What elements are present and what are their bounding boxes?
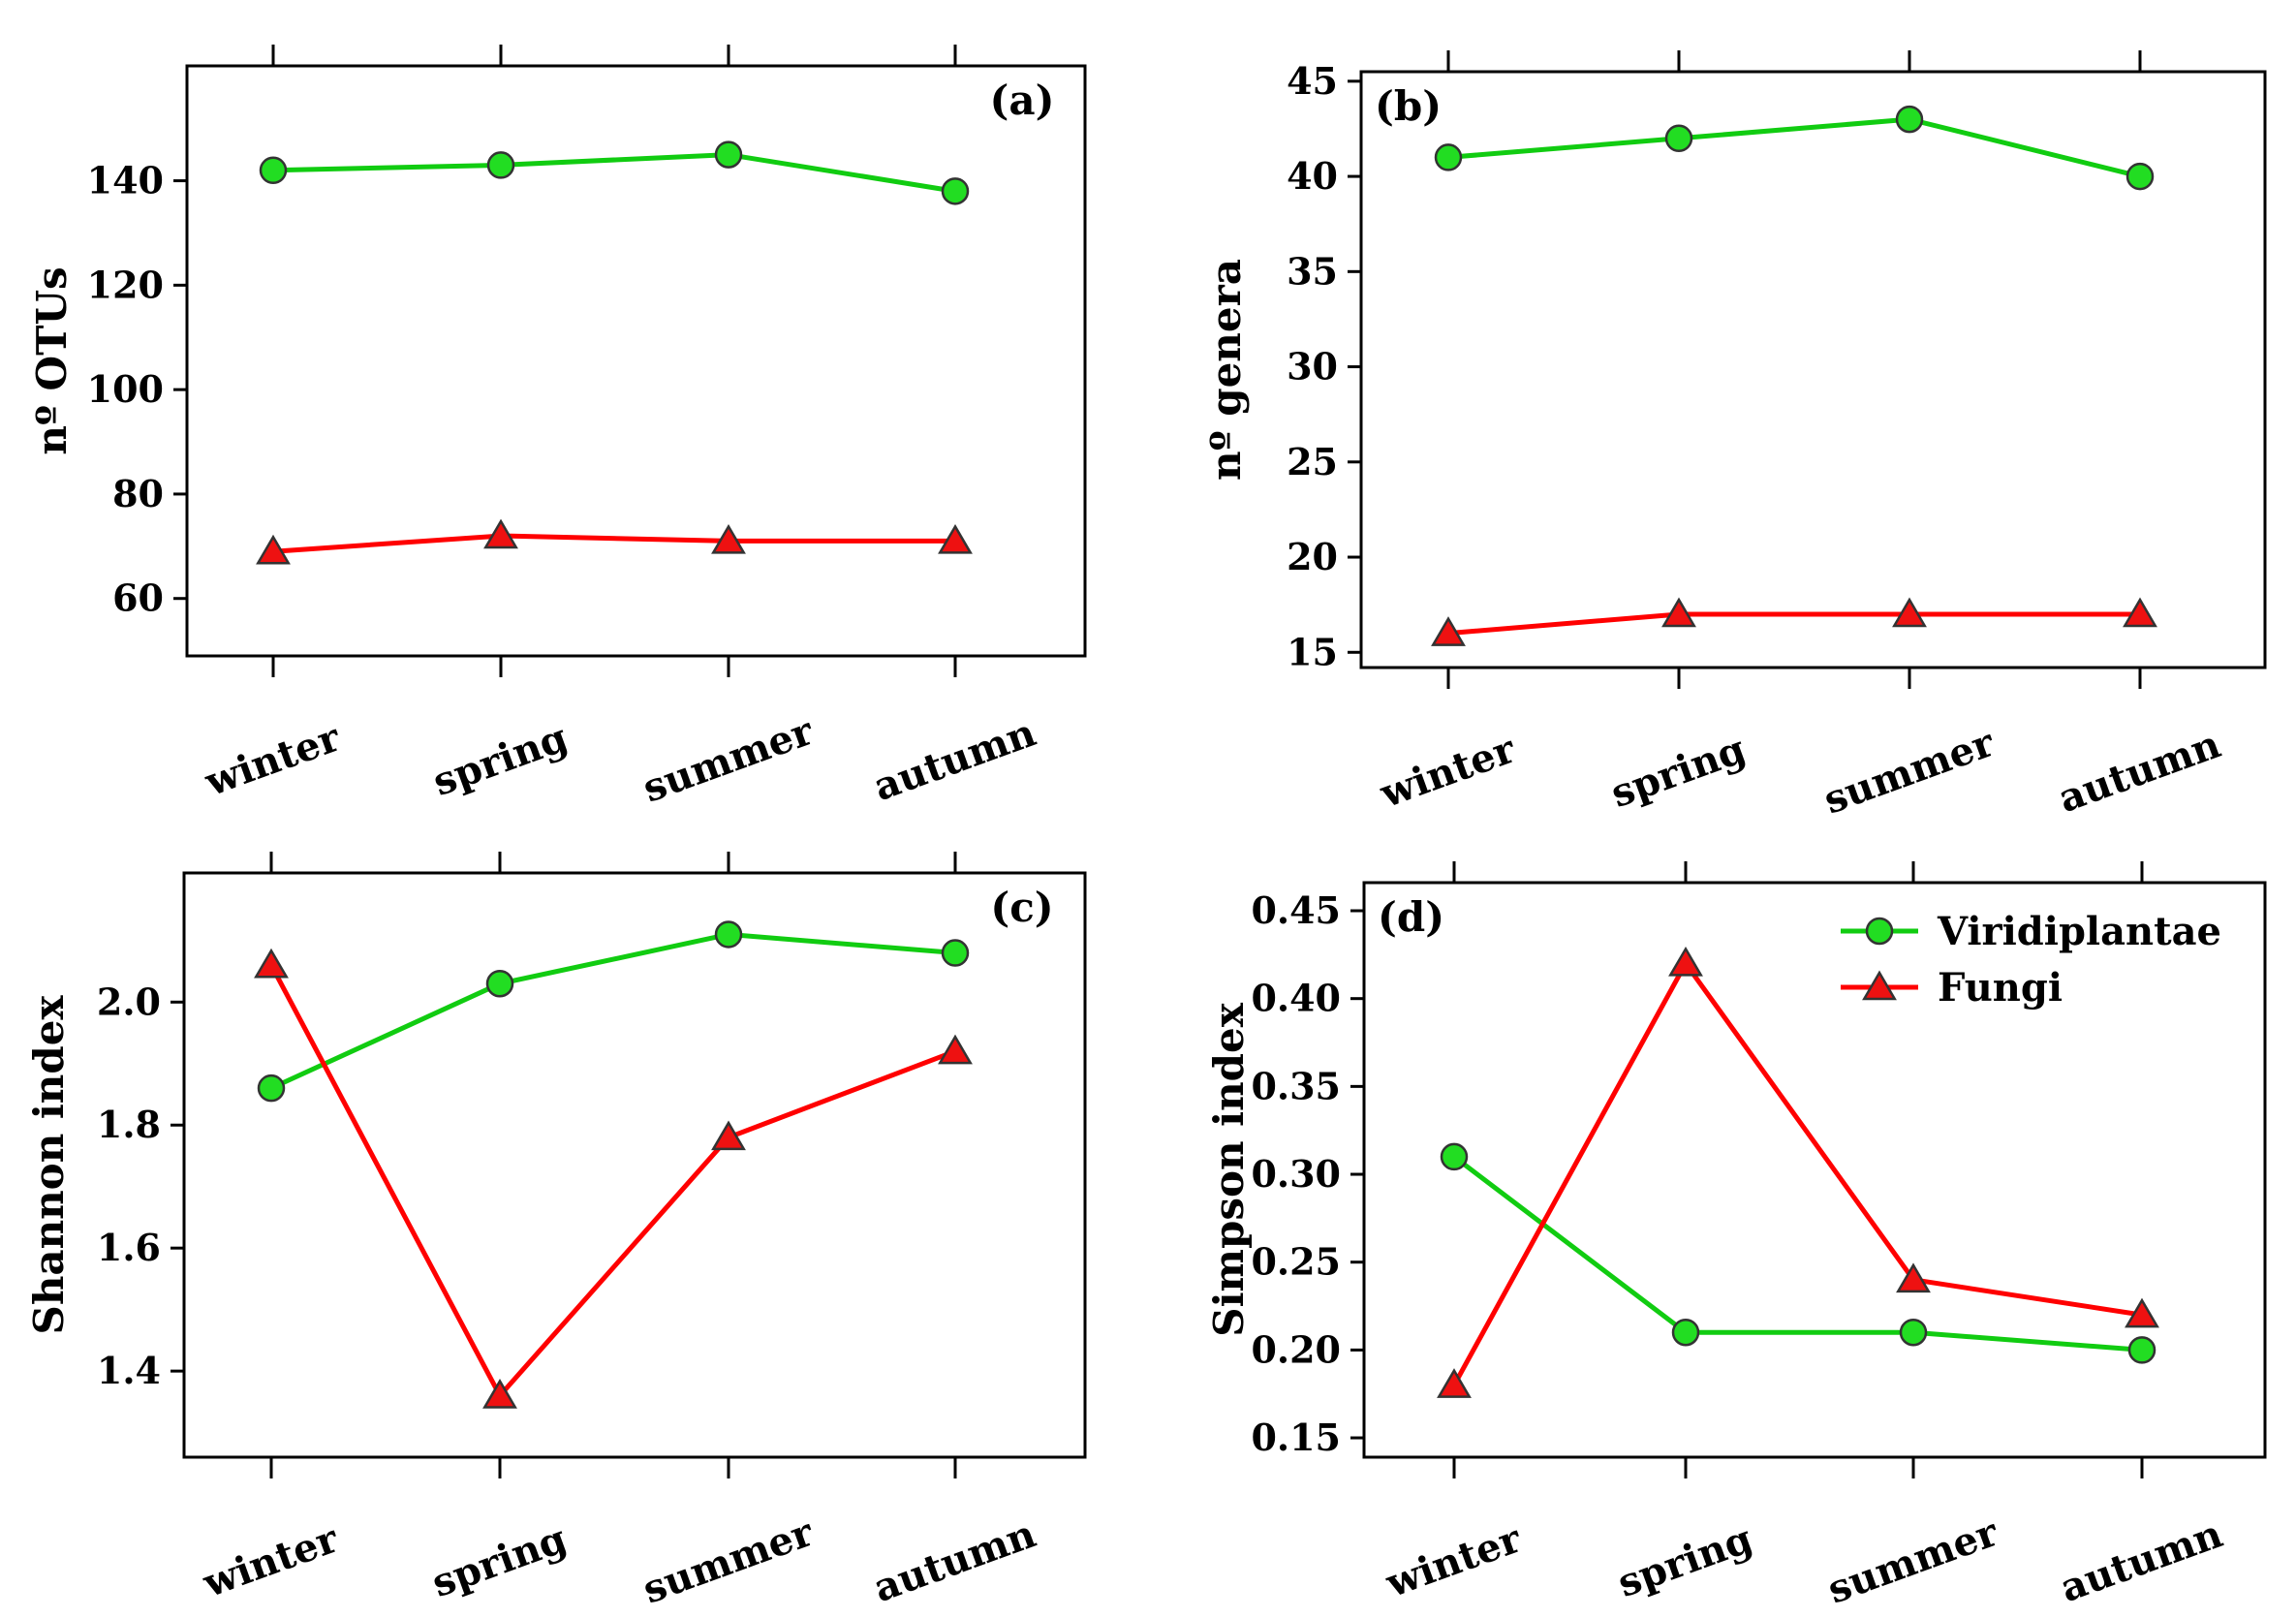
point-viridiplantae-autumn [943,941,968,966]
panel-tag: (b) [1375,82,1442,130]
y-tick-label: 0.45 [1251,888,1341,932]
legend: Viridiplantae Fungi [1841,909,2221,1011]
y-tick-label: 1.4 [97,1349,161,1392]
point-fungi-summer [1898,1265,1929,1291]
point-viridiplantae-autumn [2127,164,2153,189]
series-line-fungi [1448,614,2140,634]
panel-d: 0.15 0.20 0.25 0.30 0.35 0.40 0.45 winter spring… [1205,861,2265,1613]
y-axis-title: nº OTUs [28,266,76,454]
legend-marker-viridiplantae [1867,918,1892,944]
x-tick-label-winter: winter [199,714,347,805]
series-line-viridiplantae [271,934,955,1088]
series-line-viridiplantae [273,155,955,192]
y-tick-label: 140 [87,159,164,202]
y-tick-label: 0.15 [1251,1416,1341,1459]
point-fungi-summer [713,1123,744,1149]
point-viridiplantae-winter [1436,144,1461,170]
point-viridiplantae-spring [488,152,513,177]
x-tick-label-spring: spring [1605,727,1752,817]
point-viridiplantae-autumn [2129,1337,2155,1362]
point-viridiplantae-autumn [943,178,968,203]
figure: 60 80 100 120 140 winter spring summer autumn nº … [0,0,2296,1618]
series-line-viridiplantae [1448,119,2140,176]
panel-a: 60 80 100 120 140 winter spring summer autumn nº … [28,45,1085,812]
panel-tag: (d) [1378,893,1444,941]
y-tick-label: 0.40 [1251,977,1341,1020]
panel-tag: (a) [990,77,1055,124]
x-tick-label-spring: spring [427,715,574,805]
y-tick-label: 15 [1287,630,1338,673]
y-tick-label: 35 [1287,249,1338,293]
x-tick-label-spring: spring [426,1516,573,1606]
y-tick-label: 45 [1287,59,1338,103]
y-tick-label: 80 [112,472,164,515]
x-tick-label-winter: winter [1380,1515,1528,1606]
point-viridiplantae-summer [1901,1320,1926,1345]
point-viridiplantae-summer [716,921,741,947]
point-viridiplantae-winter [1442,1144,1467,1169]
y-axis-title: Simpson index [1205,1002,1253,1336]
x-tick-label-autumn: autumn [868,709,1042,810]
point-fungi-winter [256,950,287,977]
y-tick-label: 0.25 [1251,1240,1341,1284]
y-tick-label: 0.20 [1251,1327,1341,1371]
x-tick-label-winter: winter [1374,726,1522,817]
y-tick-label: 0.30 [1251,1152,1341,1196]
x-tick-label-summer: summer [636,708,820,812]
panel-tag: (c) [990,884,1053,931]
y-tick-label: 1.8 [97,1103,161,1146]
point-viridiplantae-winter [259,1075,284,1101]
x-tick-label-autumn: autumn [868,1510,1042,1611]
x-tick-label-summer: summer [1817,720,2001,824]
x-tick-label-summer: summer [636,1509,820,1613]
point-viridiplantae-summer [1897,107,1922,132]
y-tick-label: 30 [1287,345,1338,389]
x-tick-label-spring: spring [1612,1516,1758,1606]
y-tick-label: 25 [1287,440,1338,483]
point-fungi-winter [1439,1371,1470,1397]
point-viridiplantae-spring [487,971,512,996]
point-viridiplantae-spring [1673,1320,1698,1345]
x-tick-label-autumn: autumn [2053,721,2227,822]
y-tick-label: 0.35 [1251,1064,1341,1107]
y-tick-label: 2.0 [97,980,161,1023]
y-tick-label: 60 [112,576,164,620]
legend-label-viridiplantae: Viridiplantae [1937,909,2221,954]
series-line-viridiplantae [1454,1157,2142,1350]
y-tick-label: 40 [1287,154,1338,198]
panel-b: 15 20 25 30 35 40 45 winter spring summer autumn nº… [1202,50,2265,824]
plot-frame [187,66,1085,656]
legend-label-fungi: Fungi [1938,965,2063,1011]
point-fungi-autumn [940,1037,971,1063]
y-axis-title: nº genera [1202,259,1250,481]
plot-frame [1364,883,2265,1457]
series-line-fungi [273,536,955,551]
y-tick-label: 100 [87,367,164,411]
point-fungi-spring [1670,949,1701,975]
point-viridiplantae-spring [1666,126,1691,151]
y-tick-label: 120 [87,263,164,306]
y-axis-title: Shannon index [25,995,73,1335]
point-viridiplantae-winter [261,158,286,183]
x-tick-label-summer: summer [1821,1509,2004,1613]
series-line-fungi [1454,963,2142,1385]
point-viridiplantae-summer [716,142,741,168]
y-tick-label: 1.6 [97,1226,161,1269]
panel-c: 1.4 1.6 1.8 2.0 winter spring summer autumn Shan… [25,852,1085,1613]
x-tick-label-autumn: autumn [2055,1510,2229,1611]
x-tick-label-winter: winter [197,1515,345,1606]
y-tick-label: 20 [1287,535,1338,578]
series-line-fungi [271,965,955,1395]
plot-frame [1361,72,2265,668]
